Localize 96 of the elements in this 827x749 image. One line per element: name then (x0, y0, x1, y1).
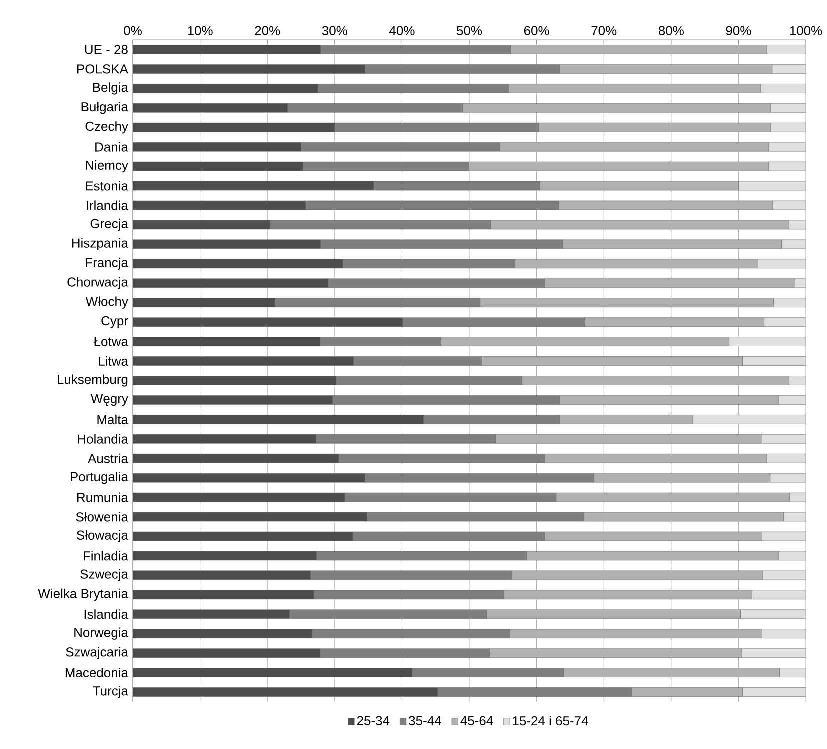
x-tick-label: 80% (658, 26, 684, 36)
y-tick-label: Szwajcaria (66, 647, 128, 660)
bar (133, 103, 288, 113)
bar (752, 590, 806, 600)
y-tick-label: Luksemburg (58, 374, 128, 387)
bar (133, 629, 312, 638)
bar (133, 142, 302, 152)
bar (758, 259, 806, 269)
x-tick-label: 0% (124, 26, 142, 36)
bar (133, 298, 276, 308)
bar (692, 415, 806, 424)
y-tick-label: Litwa (99, 356, 128, 366)
bar (780, 668, 806, 678)
bar (740, 610, 806, 620)
bar (133, 122, 336, 132)
x-tick-label: 60% (524, 26, 550, 36)
bar (133, 454, 340, 464)
y-tick-label: Słowenia (76, 512, 128, 522)
bar (772, 64, 806, 74)
y-tick-label: Islandia (84, 610, 128, 620)
y-tick-label: Norwegia (74, 628, 128, 640)
bar (766, 454, 806, 464)
y-tick-label: Portugalia (71, 472, 128, 484)
x-tick-label: 90% (726, 26, 752, 36)
bar (133, 668, 412, 678)
bar (762, 629, 806, 638)
y-tick-label: Holandia (78, 434, 128, 444)
bar (774, 298, 806, 308)
bar (133, 64, 366, 74)
x-tick-label: 10% (188, 26, 213, 36)
bar (770, 122, 806, 132)
y-tick-label: Wielka Brytania (38, 588, 128, 601)
y-tick-label: Macedonia (66, 668, 128, 678)
bar (133, 278, 328, 288)
y-tick-label: Grecja (90, 218, 128, 232)
bar (789, 376, 806, 386)
y-tick-label: Włochy (86, 296, 128, 309)
legend-label: 45-64 (460, 716, 494, 726)
y-tick-label: Dania (96, 142, 128, 152)
bar (133, 318, 404, 327)
y-tick-label: Malta (98, 414, 128, 424)
bar (133, 434, 316, 444)
bar (133, 610, 290, 620)
y-tick-label: Belgia (93, 82, 128, 95)
y-tick-label: Szwecja (80, 569, 128, 582)
y-tick-label: Francja (86, 258, 128, 270)
y-tick-label: Węgry (90, 394, 128, 406)
y-tick-label: Cypr (102, 316, 128, 328)
y-tick-label: Estonia (86, 181, 128, 191)
y-tick-label: Irlandia (87, 200, 128, 210)
legend-label: 15-24 i 65-74 (513, 716, 588, 726)
bar (133, 590, 314, 600)
bar (742, 648, 806, 658)
bar (133, 376, 336, 386)
bar (764, 318, 806, 327)
bar (133, 415, 424, 424)
x-tick-label: 50% (457, 26, 482, 36)
bar (133, 45, 321, 54)
bar (133, 259, 344, 269)
legend-label: 35-44 (409, 716, 442, 726)
bar (742, 688, 806, 697)
x-tick-label: 20% (255, 26, 280, 36)
bar (770, 103, 806, 113)
x-tick-label: 40% (389, 26, 415, 36)
y-tick-label: Hiszpania (72, 238, 128, 250)
bar (133, 396, 334, 405)
y-tick-label: Łotwa (94, 337, 128, 346)
y-tick-label: Czechy (86, 122, 128, 134)
bar (133, 473, 366, 483)
bar (766, 45, 806, 54)
legend-label: 25-34 (357, 716, 390, 726)
bar (762, 434, 806, 444)
y-tick-label: Turcja (93, 686, 128, 698)
y-tick-label: Chorwacja (68, 277, 128, 290)
y-tick-label: UE - 28 (85, 45, 128, 54)
bar (778, 396, 806, 405)
bar (133, 688, 438, 697)
y-tick-label: Niemcy (86, 160, 128, 173)
y-tick-label: Rumunia (78, 492, 128, 502)
y-tick-label: POLSKA (78, 64, 128, 74)
x-tick-label: 70% (592, 26, 617, 36)
bar (770, 473, 806, 483)
bar (729, 337, 806, 346)
bar (133, 84, 318, 94)
bar (760, 84, 806, 94)
y-tick-label: Austria (88, 454, 128, 464)
x-tick-label: 100% (790, 26, 822, 36)
bar (133, 356, 354, 366)
y-tick-label: Słowacja (77, 530, 128, 543)
bar (133, 648, 320, 658)
y-tick-label: Finladia (84, 551, 128, 561)
bar (133, 337, 320, 346)
x-tick-label: 30% (322, 26, 348, 36)
y-tick-label: Bułgaria (82, 102, 128, 114)
bar (768, 142, 806, 152)
bar (742, 356, 806, 366)
